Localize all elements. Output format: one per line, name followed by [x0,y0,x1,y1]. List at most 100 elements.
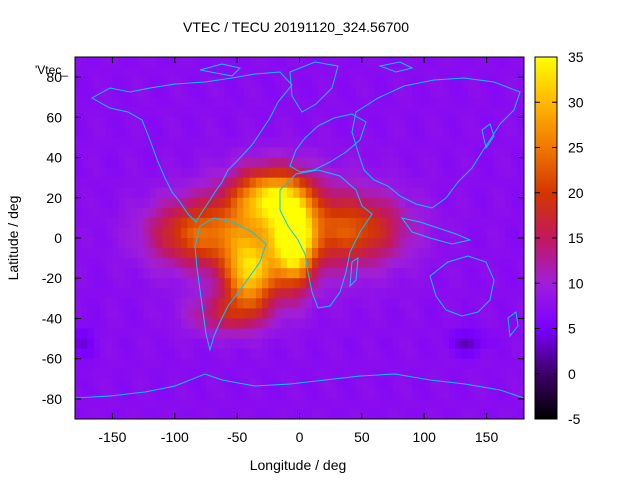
heatmap-cell [75,137,82,149]
heatmap-cell [274,358,282,370]
heatmap-cell [224,177,232,189]
heatmap-cell [405,77,413,88]
heatmap-cell [137,358,145,370]
heatmap-cell [224,238,232,249]
heatmap-cell [187,97,195,108]
heatmap-cell [436,348,444,360]
heatmap-cell [268,147,276,159]
heatmap-cell [174,258,182,269]
heatmap-cell [511,248,519,259]
heatmap-cell [149,107,157,118]
heatmap-cell [430,207,438,219]
heatmap-cell [149,67,157,78]
heatmap-cell [162,207,170,219]
heatmap-cell [480,278,488,289]
heatmap-cell [131,268,138,279]
heatmap-cell [255,398,263,410]
heatmap-cell [442,238,450,249]
heatmap-cell [224,197,232,209]
heatmap-cell [162,288,170,299]
heatmap-cell [149,97,157,108]
heatmap-cell [193,298,201,309]
heatmap-cell [486,217,494,229]
heatmap-cell [131,77,138,88]
heatmap-cell [293,117,301,128]
heatmap-cell [430,308,438,320]
heatmap-cell [87,328,95,340]
heatmap-cell [349,358,357,370]
heatmap-cell [156,278,163,289]
heatmap-cell [499,147,506,159]
heatmap-cell [318,378,326,390]
heatmap-cell [318,328,326,340]
heatmap-cell [143,288,151,299]
heatmap-cell [461,388,469,400]
heatmap-cell [187,298,195,309]
heatmap-cell [75,268,82,279]
heatmap-cell [299,77,307,88]
heatmap-cell [137,197,145,209]
heatmap-cell [149,87,157,98]
heatmap-cell [492,258,500,269]
heatmap-cell [205,97,213,108]
heatmap-cell [137,57,145,68]
heatmap-cell [262,338,269,350]
heatmap-cell [499,67,506,78]
heatmap-cell [224,207,232,219]
heatmap-cell [330,318,338,330]
heatmap-cell [168,298,176,309]
colorbar-tick-label: 5 [568,321,576,337]
heatmap-cell [287,318,294,330]
heatmap-cell [293,147,301,159]
heatmap-cell [156,298,163,309]
heatmap-cell [187,258,195,269]
heatmap-cell [293,358,301,370]
heatmap-cell [168,348,176,360]
heatmap-cell [442,328,450,340]
heatmap-cell [461,77,469,88]
heatmap-cell [268,157,276,169]
heatmap-cell [237,398,244,410]
heatmap-cell [299,137,307,149]
heatmap-cell [156,268,163,279]
heatmap-cell [124,127,132,139]
heatmap-cell [474,248,481,259]
heatmap-cell [268,238,276,249]
heatmap-cell [124,248,132,259]
heatmap-cell [380,147,388,159]
heatmap-cell [237,298,244,309]
heatmap-cell [255,87,263,98]
heatmap-cell [505,348,513,360]
heatmap-cell [287,127,294,139]
heatmap-cell [374,408,382,419]
heatmap-cell [112,107,120,118]
heatmap-cell [280,137,288,149]
heatmap-cell [449,258,457,269]
heatmap-cell [343,57,350,68]
heatmap-cell [93,328,101,340]
heatmap-cell [218,197,226,209]
heatmap-cell [268,77,276,88]
heatmap-cell [118,318,126,330]
heatmap-cell [131,167,138,179]
heatmap-cell [118,378,126,390]
heatmap-cell [442,137,450,149]
heatmap-cell [193,288,201,299]
heatmap-cell [93,268,101,279]
heatmap-cell [99,318,107,330]
heatmap-cell [87,207,95,219]
heatmap-cell [143,388,151,400]
heatmap-cell [461,258,469,269]
heatmap-cell [480,207,488,219]
heatmap-cell [131,338,138,350]
heatmap-cell [505,107,513,118]
heatmap-cell [293,318,301,330]
heatmap-cell [467,137,475,149]
heatmap-cell [324,408,332,419]
heatmap-cell [274,408,282,419]
heatmap-cell [517,268,524,279]
y-tick-label: -20 [42,270,62,286]
heatmap-cell [137,177,145,189]
heatmap-cell [517,157,524,169]
heatmap-cell [343,127,350,139]
